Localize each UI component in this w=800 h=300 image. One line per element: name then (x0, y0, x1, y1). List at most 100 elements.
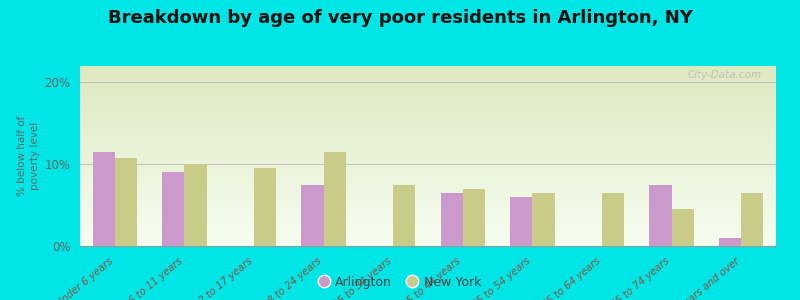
Bar (80, 168, 776, 169)
Bar (80, 69, 776, 70)
Bar (394, 184, 415, 246)
Bar (80, 130, 776, 131)
Bar (80, 167, 776, 168)
Bar (80, 165, 776, 166)
Bar (80, 100, 776, 101)
Bar (80, 116, 776, 117)
Bar (80, 218, 776, 219)
Legend: Arlington, New York: Arlington, New York (314, 271, 486, 294)
Bar (80, 162, 776, 163)
Bar (80, 163, 776, 164)
Bar (80, 189, 776, 190)
Bar (323, 152, 346, 246)
Bar (80, 95, 776, 96)
Bar (80, 114, 776, 115)
Bar (719, 238, 742, 246)
Bar (80, 159, 776, 160)
Bar (93, 152, 115, 246)
Bar (80, 120, 776, 121)
Text: City-Data.com: City-Data.com (688, 70, 762, 80)
Bar (80, 222, 776, 223)
Bar (80, 80, 776, 81)
Bar (80, 173, 776, 174)
Bar (80, 202, 776, 203)
Y-axis label: % below half of
poverty level: % below half of poverty level (17, 116, 40, 196)
Bar (80, 96, 776, 97)
Bar (80, 151, 776, 152)
Bar (80, 139, 776, 140)
Bar (80, 200, 776, 201)
Bar (742, 193, 763, 246)
Bar (80, 148, 776, 149)
Bar (80, 156, 776, 157)
Bar (80, 213, 776, 214)
Bar (80, 224, 776, 225)
Bar (80, 196, 776, 197)
Bar (80, 228, 776, 229)
Bar (80, 112, 776, 113)
Bar (80, 105, 776, 106)
Bar (80, 118, 776, 119)
Bar (80, 207, 776, 208)
Bar (80, 153, 776, 154)
Bar (80, 232, 776, 233)
Bar (80, 169, 776, 170)
Bar (80, 87, 776, 88)
Bar (80, 180, 776, 181)
Bar (80, 184, 776, 185)
Bar (80, 88, 776, 89)
Bar (80, 237, 776, 238)
Bar (80, 239, 776, 240)
Bar (80, 90, 776, 91)
Bar (80, 178, 776, 179)
Bar (80, 154, 776, 155)
Bar (80, 107, 776, 108)
Bar (80, 140, 776, 141)
Bar (80, 230, 776, 231)
Bar (185, 164, 206, 246)
Bar (80, 110, 776, 111)
Bar (80, 193, 776, 194)
Bar (80, 203, 776, 204)
Bar (80, 73, 776, 74)
Bar (80, 93, 776, 94)
Bar (80, 242, 776, 243)
Bar (602, 193, 624, 246)
Bar (115, 158, 137, 246)
Bar (80, 115, 776, 116)
Bar (80, 206, 776, 207)
Bar (80, 143, 776, 144)
Bar (80, 113, 776, 114)
Bar (80, 106, 776, 107)
Bar (80, 176, 776, 177)
Bar (80, 91, 776, 92)
Bar (80, 125, 776, 126)
Bar (80, 131, 776, 132)
Bar (80, 191, 776, 192)
Bar (80, 166, 776, 167)
Bar (80, 160, 776, 161)
Bar (80, 128, 776, 129)
Bar (80, 67, 776, 68)
Bar (80, 234, 776, 235)
Bar (80, 146, 776, 147)
Bar (80, 179, 776, 180)
Bar (80, 161, 776, 162)
Bar (80, 205, 776, 206)
Bar (80, 185, 776, 186)
Bar (80, 181, 776, 182)
Bar (80, 201, 776, 202)
Bar (80, 233, 776, 234)
Bar (80, 78, 776, 79)
Bar (650, 184, 672, 246)
Bar (80, 240, 776, 241)
Bar (80, 216, 776, 217)
Bar (162, 172, 185, 246)
Bar (80, 86, 776, 87)
Bar (80, 245, 776, 246)
Bar (80, 124, 776, 125)
Bar (80, 182, 776, 183)
Bar (80, 126, 776, 127)
Bar (80, 119, 776, 120)
Bar (80, 215, 776, 216)
